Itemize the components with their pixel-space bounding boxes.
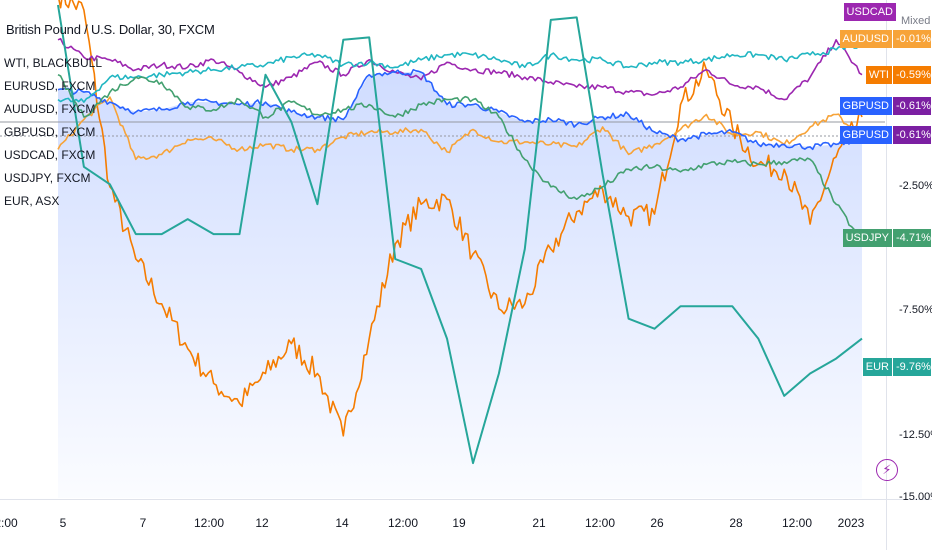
- badge-pct-audusd: -0.01%: [893, 30, 931, 48]
- y-tick-label: -7.50%: [899, 304, 932, 316]
- scale-mode-label[interactable]: Mixed: [901, 15, 931, 27]
- legend-item[interactable]: GBPUSD, FXCM: [4, 125, 96, 139]
- x-tick-label: 2023: [837, 516, 865, 530]
- x-tick-label: 12:00: [584, 516, 616, 530]
- badge-wti: WTI: [865, 66, 892, 84]
- y-tick-label: -15.00%: [899, 491, 932, 503]
- legend-item[interactable]: USDCAD, FXCM: [4, 148, 96, 162]
- legend-item[interactable]: EUR, ASX: [4, 194, 60, 208]
- x-tick-label: 26: [650, 516, 664, 530]
- y-tick-label: -12.50%: [899, 429, 932, 441]
- x-tick-label: 5: [59, 516, 67, 530]
- y-tick-label: -2.50%: [899, 180, 932, 192]
- x-tick-label: 12: [255, 516, 269, 530]
- x-tick-label: 19: [452, 516, 466, 530]
- badge-pct-usdjpy: -4.71%: [893, 229, 931, 247]
- badge-audusd: AUDUSD: [839, 30, 892, 48]
- x-tick-label: 12:00: [781, 516, 813, 530]
- legend: WTI, BLACKBULL EURUSD, FXCM AUDUSD, FXCM GB…: [4, 52, 102, 213]
- x-tick-label: 12:00: [193, 516, 225, 530]
- x-tick-label: 21: [532, 516, 546, 530]
- legend-item[interactable]: WTI, BLACKBULL: [4, 56, 103, 70]
- badge-usdjpy: USDJPY: [842, 229, 892, 247]
- series-lines: [57, 0, 863, 465]
- series-line-eurusd: [57, 41, 863, 103]
- badge-pct-gbpusd: -0.61%: [893, 97, 931, 115]
- series-line-usdcad: [57, 37, 863, 101]
- badge-pct-eur: -9.76%: [893, 358, 931, 376]
- series-line-usdjpy: [57, 73, 863, 243]
- x-tick-label: 7: [139, 516, 147, 530]
- x-tick-label: 28: [729, 516, 743, 530]
- chart-title: British Pound / U.S. Dollar, 30, FXCM: [6, 22, 215, 37]
- legend-item[interactable]: EURUSD, FXCM: [4, 79, 96, 93]
- series-line-audusd: [57, 96, 863, 161]
- legend-item[interactable]: AUDUSD, FXCM: [4, 102, 96, 116]
- x-tick-label: 2:00: [0, 516, 18, 530]
- series-line-wti: [58, 0, 863, 437]
- badge-pct-gbpusd: -0.61%: [893, 126, 931, 144]
- badge-pct-wti: -0.59%: [893, 66, 931, 84]
- lightning-icon[interactable]: ⚡: [876, 459, 898, 481]
- badge-gbpusd: GBPUSD: [839, 126, 892, 144]
- badge-usdcad: USDCAD: [843, 3, 896, 21]
- legend-item[interactable]: USDJPY, FXCM: [4, 171, 91, 185]
- x-tick-label: 14: [335, 516, 349, 530]
- badge-gbpusd: GBPUSD: [839, 97, 892, 115]
- x-tick-label: 12:00: [387, 516, 419, 530]
- badge-eur: EUR: [862, 358, 892, 376]
- series-line-eur: [57, 4, 863, 465]
